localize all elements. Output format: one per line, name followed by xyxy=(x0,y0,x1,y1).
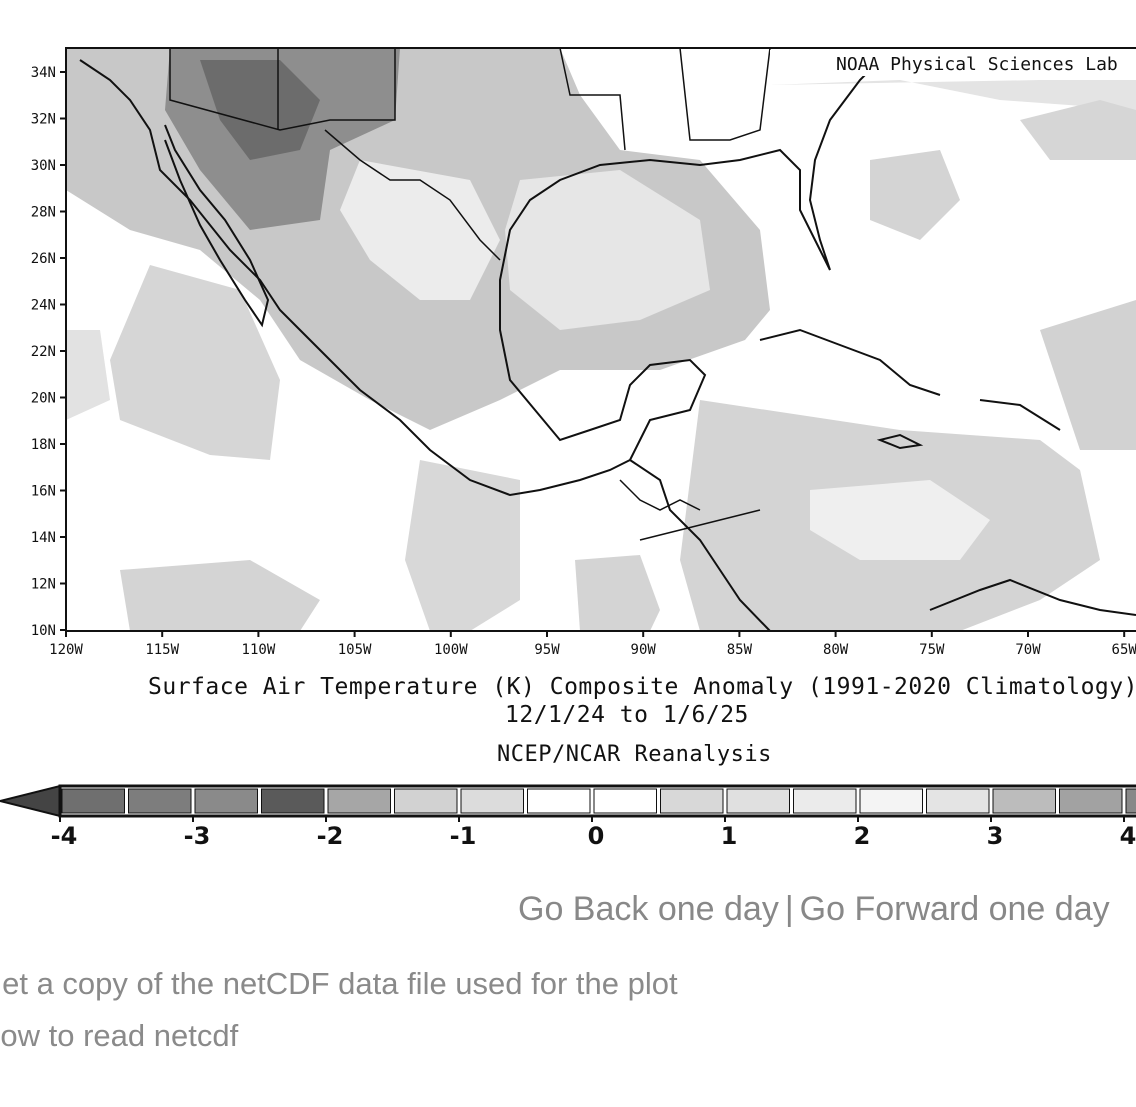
latitude-tick-label: 12N xyxy=(31,577,56,593)
netcdf-file-line: Get a copy of the netCDF data file used … xyxy=(0,966,678,1002)
caption-source: NCEP/NCAR Reanalysis xyxy=(497,742,772,767)
colorbar-cell xyxy=(61,788,125,814)
credit-label: NOAA Physical Sciences Lab xyxy=(836,54,1118,75)
caption-title: Surface Air Temperature (K) Composite An… xyxy=(148,674,1136,700)
read-netcdf-link[interactable]: How to read netcdf xyxy=(0,1018,239,1053)
latitude-tick-label: 20N xyxy=(31,391,56,407)
netcdf-file-link[interactable]: Get a copy of the netCDF data file used … xyxy=(0,966,678,1001)
nav-separator: | xyxy=(784,890,794,928)
colorbar-cell xyxy=(926,788,990,814)
longitude-tick-label: 105W xyxy=(338,642,372,658)
colorbar-frame xyxy=(58,784,1136,818)
latitude-tick-label: 18N xyxy=(31,437,56,453)
colorbar-cell xyxy=(793,788,857,814)
colorbar-cell xyxy=(460,788,524,814)
go-back-link[interactable]: Go Back one day xyxy=(518,890,779,928)
map-plot-area: NOAA Physical Sciences Lab xyxy=(65,47,1136,632)
longitude-tick-label: 120W xyxy=(49,642,83,658)
political-borders xyxy=(169,47,771,541)
latitude-tick-label: 22N xyxy=(31,344,56,360)
colorbar-cell xyxy=(194,788,258,814)
latitude-tick-label: 10N xyxy=(31,623,56,639)
day-navigation: Go Back one day | Go Forward one day xyxy=(518,890,1110,929)
colorbar-tick-label: 3 xyxy=(987,822,1004,850)
colorbar-tick-label: -3 xyxy=(184,822,211,850)
latitude-tick-label: 30N xyxy=(31,158,56,174)
colorbar-cell xyxy=(327,788,391,814)
longitude-tick-label: 115W xyxy=(145,642,179,658)
longitude-axis: 120W 115W 110W 105W 100W 95W 90W 85W 80W 75W 70W 65… xyxy=(49,631,1136,658)
read-netcdf-line: How to read netcdf xyxy=(0,1018,238,1054)
colorbar-cells xyxy=(0,784,1136,818)
longitude-tick-label: 65W xyxy=(1112,642,1136,658)
credit-box xyxy=(770,50,1136,76)
colorbar-cell xyxy=(660,788,724,814)
colorbar-cell xyxy=(593,788,657,814)
colorbar-cell xyxy=(1125,788,1136,814)
colorbar-cell xyxy=(527,788,591,814)
colorbar-tick-label: -4 xyxy=(51,822,78,850)
colorbar-cell xyxy=(859,788,923,814)
colorbar: -4 -3 -2 -1 0 1 2 3 4 xyxy=(0,784,1136,850)
longitude-tick-label: 75W xyxy=(919,642,945,658)
caption-dates: 12/1/24 to 1/6/25 xyxy=(505,702,749,728)
colorbar-tick-label: -1 xyxy=(450,822,477,850)
latitude-tick-label: 26N xyxy=(31,251,56,267)
coastlines xyxy=(79,59,1136,632)
longitude-tick-label: 95W xyxy=(534,642,560,658)
colorbar-tick-label: -2 xyxy=(317,822,344,850)
longitude-tick-label: 100W xyxy=(434,642,468,658)
anomaly-shading xyxy=(66,48,1136,631)
latitude-tick-label: 16N xyxy=(31,484,56,500)
colorbar-cell xyxy=(261,788,325,814)
colorbar-tick-label: 1 xyxy=(721,822,738,850)
latitude-tick-label: 34N xyxy=(31,65,56,81)
colorbar-cell xyxy=(1059,788,1123,814)
latitude-axis: 34N 32N 30N 28N 26N 24N 22N 20N 18N 16N 14N 12N 10N xyxy=(31,65,66,639)
longitude-tick-label: 70W xyxy=(1015,642,1041,658)
longitude-tick-label: 90W xyxy=(631,642,657,658)
map-frame xyxy=(65,47,1136,632)
colorbar-tick-label: 4 xyxy=(1120,822,1136,850)
colorbar-left-arrow xyxy=(0,784,61,818)
colorbar-labels: -4 -3 -2 -1 0 1 2 3 4 xyxy=(51,816,1136,850)
colorbar-cell xyxy=(394,788,458,814)
longitude-tick-label: 85W xyxy=(727,642,753,658)
colorbar-cell xyxy=(992,788,1056,814)
anomaly-map: NOAA Physical Sciences Lab 34N 32N 30N 28N 2… xyxy=(31,47,1136,658)
longitude-tick-label: 110W xyxy=(242,642,276,658)
go-forward-link[interactable]: Go Forward one day xyxy=(799,890,1110,928)
latitude-tick-label: 28N xyxy=(31,205,56,221)
latitude-tick-label: 24N xyxy=(31,298,56,314)
longitude-tick-label: 80W xyxy=(823,642,849,658)
colorbar-tick-label: 0 xyxy=(588,822,605,850)
latitude-tick-label: 14N xyxy=(31,530,56,546)
colorbar-cell xyxy=(726,788,790,814)
latitude-tick-label: 32N xyxy=(31,112,56,128)
colorbar-cell xyxy=(128,788,192,814)
colorbar-tick-label: 2 xyxy=(854,822,871,850)
